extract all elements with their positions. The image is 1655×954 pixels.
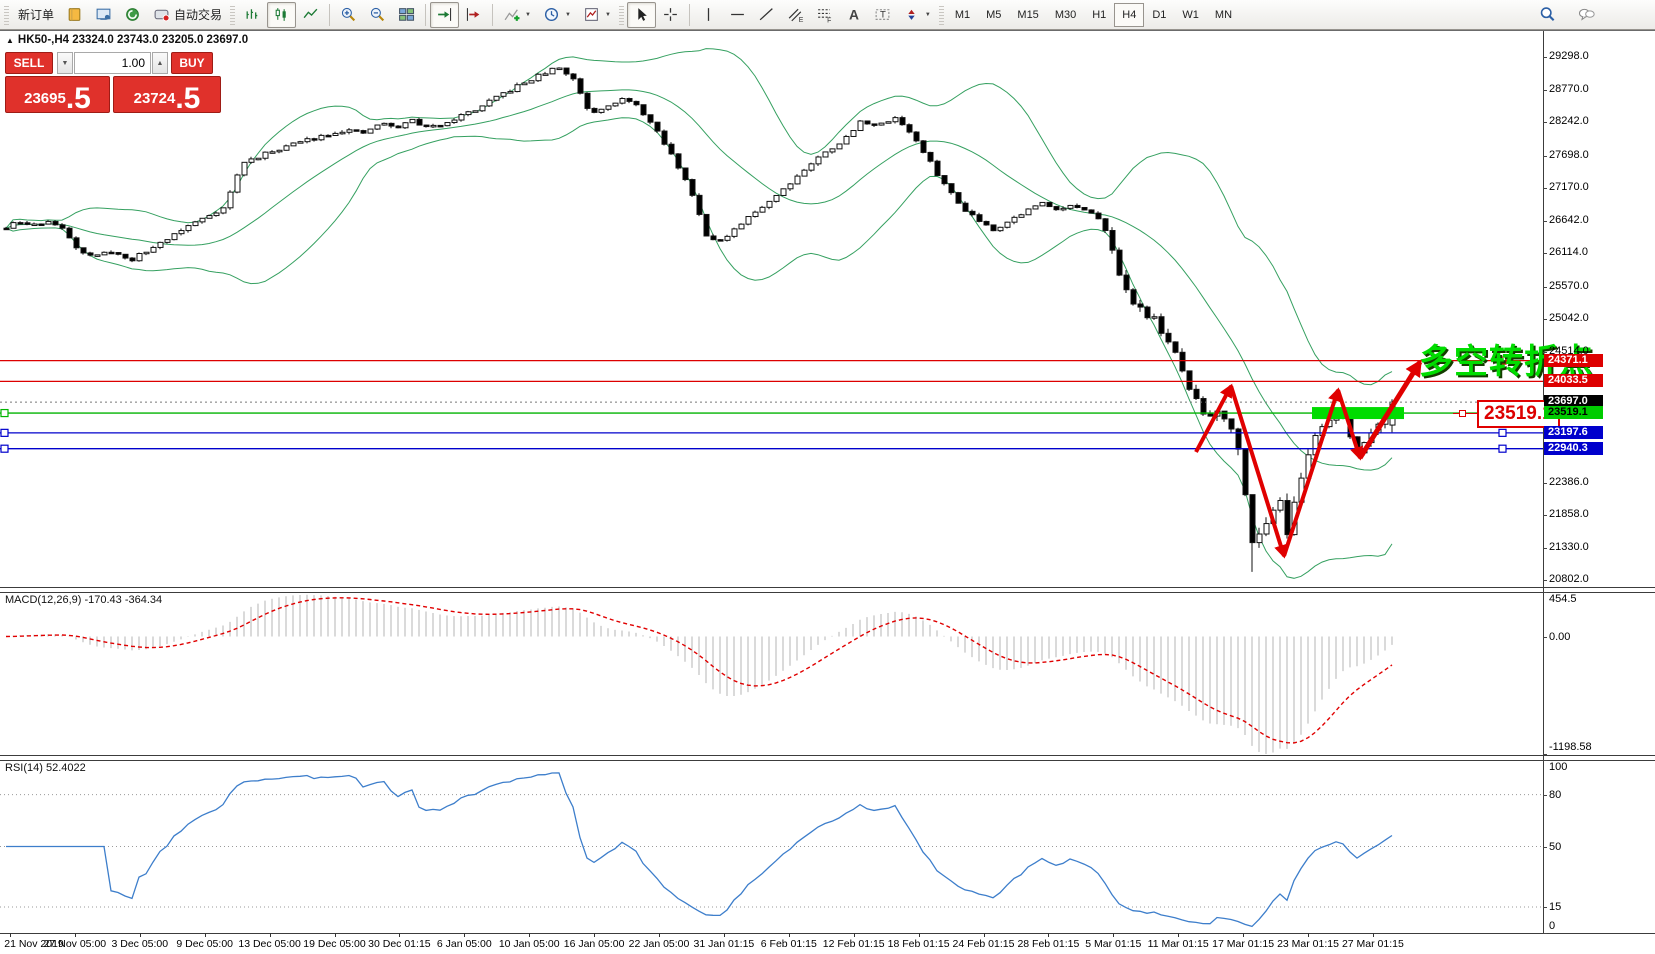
sell-price-main: 23695 xyxy=(24,90,66,107)
crosshair-button[interactable] xyxy=(656,2,685,28)
auto-trading-button[interactable]: 自动交易 xyxy=(147,2,228,28)
volume-increase-button[interactable]: ▲ xyxy=(152,52,168,74)
tile-windows-button[interactable] xyxy=(392,2,421,28)
fibonacci-button[interactable]: F xyxy=(810,2,839,28)
buy-price[interactable]: 23724.5 xyxy=(113,76,221,113)
svg-text:F: F xyxy=(827,17,831,23)
symbol-search-icon[interactable] xyxy=(1539,6,1556,23)
arrows-icon xyxy=(908,9,915,20)
chat-icon[interactable] xyxy=(1578,6,1595,23)
equidistant-channel-button[interactable]: E xyxy=(781,2,810,28)
trendline-button[interactable] xyxy=(752,2,781,28)
timeframe-H4-button[interactable]: H4 xyxy=(1114,2,1145,27)
toolbar-grabber[interactable] xyxy=(4,4,9,25)
timeframe-M1-button[interactable]: M1 xyxy=(954,8,971,21)
timeframe-M30-button[interactable]: M30 xyxy=(1054,8,1077,21)
equidistant-channel-icon: E xyxy=(788,8,804,23)
volume-decrease-button[interactable]: ▼ xyxy=(57,52,73,74)
text-label-button[interactable]: T xyxy=(868,2,897,28)
buy-button[interactable]: BUY xyxy=(171,52,213,74)
trendline-icon xyxy=(759,8,773,21)
toolbar-grabber[interactable] xyxy=(230,4,236,25)
chevron-down-icon: ▼ xyxy=(525,11,531,18)
line-chart-button[interactable] xyxy=(296,2,325,28)
buy-price-main: 23724 xyxy=(133,90,176,107)
timeframe-H1-button[interactable]: H1 xyxy=(1092,8,1107,21)
chart-shift-icon xyxy=(466,8,480,21)
auto-scroll-button[interactable] xyxy=(430,1,460,28)
sell-price-frac: .5 xyxy=(65,81,91,115)
timeframe-M5-button[interactable]: M5 xyxy=(986,8,1002,21)
chevron-down-icon: ▼ xyxy=(604,11,611,18)
timeframe-D1-button[interactable]: D1 xyxy=(1152,8,1167,21)
text-button[interactable]: A xyxy=(839,2,868,28)
svg-text:E: E xyxy=(799,17,804,23)
candlestick-chart-icon xyxy=(275,8,286,21)
navigator-button[interactable] xyxy=(118,2,147,28)
buy-price-frac: .5 xyxy=(175,81,201,115)
toolbar-grabber[interactable] xyxy=(938,4,944,25)
auto-trading-label: 自动交易 xyxy=(174,8,223,22)
new-order-label: 新订单 xyxy=(18,8,55,22)
bar-chart-icon xyxy=(246,9,258,19)
zoom-in-icon xyxy=(341,7,356,22)
horizontal-line-button[interactable] xyxy=(723,2,752,28)
sell-price[interactable]: 23695.5 xyxy=(5,76,110,113)
auto-scroll-icon xyxy=(438,8,452,21)
cursor-icon xyxy=(638,8,647,21)
market-watch-icon xyxy=(96,8,111,20)
main-toolbar: 新订单 自动交易 xyxy=(0,0,1655,30)
zoom-in-button[interactable] xyxy=(334,2,363,28)
cursor-button[interactable] xyxy=(626,1,656,28)
market-watch-button[interactable] xyxy=(89,2,118,28)
toolbar-separator xyxy=(492,3,494,26)
chart-window[interactable]: ▲ HK50-,H4 23324.0 23743.0 23205.0 23697… xyxy=(0,30,1655,954)
new-order-button[interactable]: 新订单 xyxy=(12,2,60,28)
zoom-out-icon xyxy=(370,7,385,22)
navigator-icon xyxy=(126,8,139,21)
journal-button[interactable] xyxy=(60,2,89,28)
toolbar-grabber[interactable] xyxy=(618,4,624,25)
tile-windows-icon xyxy=(399,8,415,21)
templates-icon xyxy=(585,8,598,21)
toolbar-right-group xyxy=(1539,6,1595,23)
toolbar-separator xyxy=(329,3,331,26)
timeframe-W1-button[interactable]: W1 xyxy=(1182,8,1199,21)
bar-chart-button[interactable] xyxy=(238,2,267,28)
periods-button[interactable]: ▼ xyxy=(537,2,577,28)
timeframe-M15-button[interactable]: M15 xyxy=(1017,8,1039,21)
text-label-icon: T xyxy=(875,9,890,21)
timeframe-group: M1 M5 M15 M30 H1 H4 D1 W1 MN xyxy=(947,2,1240,27)
candlestick-chart-button[interactable] xyxy=(267,1,297,28)
sell-button[interactable]: SELL xyxy=(5,52,53,74)
chevron-down-icon: ▼ xyxy=(924,11,931,18)
indicators-icon xyxy=(504,9,520,21)
toolbar-separator xyxy=(688,3,690,26)
fibonacci-icon: F xyxy=(818,9,831,23)
journal-icon xyxy=(68,8,81,21)
timeframe-MN-button[interactable]: MN xyxy=(1214,8,1233,21)
vertical-line-button[interactable] xyxy=(694,2,723,28)
text-icon: A xyxy=(849,6,859,22)
toolbar-separator xyxy=(425,3,427,26)
arrows-button[interactable]: ▼ xyxy=(897,2,937,28)
vertical-line-icon xyxy=(707,8,710,21)
svg-text:A: A xyxy=(849,6,859,22)
crosshair-icon xyxy=(664,8,677,21)
chevron-down-icon: ▼ xyxy=(564,11,571,18)
horizontal-line-icon xyxy=(731,13,744,16)
auto-trading-icon xyxy=(154,9,170,22)
periods-icon xyxy=(544,7,559,22)
price-callout[interactable]: 23519.1 xyxy=(1477,400,1560,428)
templates-button[interactable]: ▼ xyxy=(577,2,617,28)
indicators-button[interactable]: ▼ xyxy=(497,2,537,28)
zoom-out-button[interactable] xyxy=(363,2,392,28)
volume-input[interactable] xyxy=(74,52,151,74)
line-chart-icon xyxy=(303,8,318,19)
svg-text:T: T xyxy=(880,10,886,21)
chart-shift-button[interactable] xyxy=(459,2,488,28)
